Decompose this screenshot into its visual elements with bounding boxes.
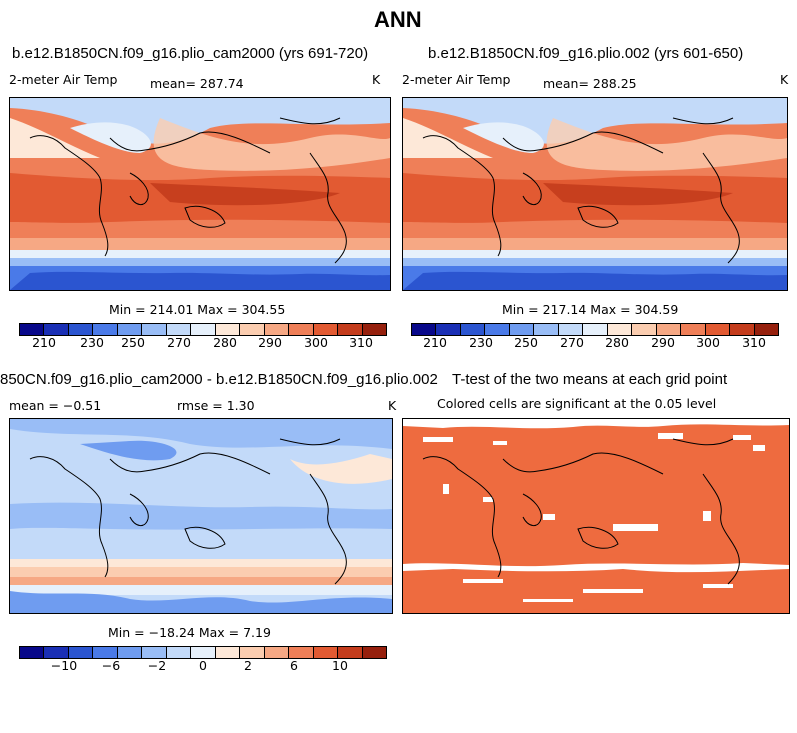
colorbar-tick: 290 xyxy=(258,335,282,350)
colorbar-top-left xyxy=(19,323,387,336)
colorbar-swatch xyxy=(68,324,94,335)
colorbar-swatch xyxy=(730,324,755,335)
colorbar-tick: 0 xyxy=(199,658,207,673)
colorbar-swatch xyxy=(215,647,241,658)
colorbar-swatch xyxy=(681,324,706,335)
colorbar-swatch xyxy=(313,647,339,658)
colorbar-tick: 6 xyxy=(290,658,298,673)
colorbar-tick: 300 xyxy=(304,335,328,350)
colorbar-swatch xyxy=(289,324,314,335)
colorbar-swatch xyxy=(412,324,437,335)
panel-top-right-title: b.e12.B1850CN.f09_g16.plio.002 (yrs 601-… xyxy=(428,45,744,62)
colorbar-swatch xyxy=(93,647,118,658)
panel-bottom-left-units: K xyxy=(388,398,397,413)
panel-bottom-left-rmse: rmse = 1.30 xyxy=(177,398,255,413)
panel-top-left-mean: mean= 287.74 xyxy=(150,76,244,91)
colorbar-tick: 310 xyxy=(349,335,373,350)
colorbar-tick: 280 xyxy=(605,335,629,350)
difference-field-map xyxy=(10,419,392,613)
colorbar-swatch xyxy=(338,324,363,335)
colorbar-swatch xyxy=(166,647,192,658)
panel-top-right-units: K xyxy=(780,72,789,87)
figure-title: ANN xyxy=(374,7,422,32)
panel-top-left-title: b.e12.B1850CN.f09_g16.plio_cam2000 (yrs … xyxy=(12,45,369,62)
colorbar-swatch xyxy=(583,324,608,335)
temperature-field-map xyxy=(403,98,787,290)
colorbar-swatch xyxy=(338,647,363,658)
colorbar-swatch xyxy=(632,324,657,335)
panel-top-right-variable: 2-meter Air Temp xyxy=(402,72,511,87)
colorbar-swatch xyxy=(656,324,682,335)
colorbar-tick: 270 xyxy=(560,335,584,350)
colorbar-swatch xyxy=(534,324,559,335)
colorbar-tick: −2 xyxy=(147,658,167,673)
colorbar-swatch xyxy=(117,647,143,658)
colorbar-tick: 250 xyxy=(514,335,538,350)
colorbar-swatch xyxy=(20,647,45,658)
panel-top-left-units: K xyxy=(372,72,381,87)
colorbar-swatch xyxy=(264,324,290,335)
panel-top-left-minmax: Min = 214.01 Max = 304.55 xyxy=(109,302,286,317)
colorbar-swatch xyxy=(509,324,535,335)
colorbar-swatch xyxy=(215,324,241,335)
colorbar-bottom-left xyxy=(19,646,387,659)
panel-bottom-right-subtitle: Colored cells are significant at the 0.0… xyxy=(437,396,717,411)
ttest-significance-map xyxy=(403,419,789,613)
colorbar-tick: 290 xyxy=(651,335,675,350)
colorbar-tick: 10 xyxy=(332,658,348,673)
colorbar-tick: 230 xyxy=(80,335,104,350)
colorbar-swatch xyxy=(460,324,486,335)
panel-bottom-left-mean: mean = −0.51 xyxy=(9,398,102,413)
colorbar-swatch xyxy=(20,324,45,335)
colorbar-tick: 230 xyxy=(469,335,493,350)
panel-bottom-left-minmax: Min = −18.24 Max = 7.19 xyxy=(108,625,271,640)
colorbar-tick: 2 xyxy=(244,658,252,673)
colorbar-tick: 270 xyxy=(167,335,191,350)
map-top-right xyxy=(402,97,788,291)
colorbar-swatch xyxy=(485,324,510,335)
colorbar-swatch xyxy=(289,647,314,658)
colorbar-swatch xyxy=(558,324,584,335)
panel-bottom-left-title: 850CN.f09_g16.plio_cam2000 - b.e12.B1850… xyxy=(0,371,438,388)
colorbar-swatch xyxy=(142,647,167,658)
colorbar-swatch xyxy=(191,324,216,335)
colorbar-swatch xyxy=(117,324,143,335)
colorbar-tick: 280 xyxy=(213,335,237,350)
colorbar-swatch xyxy=(44,324,69,335)
colorbar-top-right xyxy=(411,323,779,336)
colorbar-swatch xyxy=(362,324,387,335)
colorbar-swatch xyxy=(607,324,633,335)
colorbar-swatch xyxy=(68,647,94,658)
panel-top-right-minmax: Min = 217.14 Max = 304.59 xyxy=(502,302,679,317)
colorbar-swatch xyxy=(705,324,731,335)
colorbar-tick: 210 xyxy=(423,335,447,350)
map-bottom-left xyxy=(9,418,393,614)
panel-top-right-mean: mean= 288.25 xyxy=(543,76,637,91)
map-bottom-right xyxy=(402,418,790,614)
colorbar-swatch xyxy=(142,324,167,335)
temperature-field-map xyxy=(10,98,390,290)
colorbar-swatch xyxy=(166,324,192,335)
map-top-left xyxy=(9,97,391,291)
colorbar-tick: 300 xyxy=(696,335,720,350)
colorbar-tick: 210 xyxy=(32,335,56,350)
colorbar-swatch xyxy=(44,647,69,658)
colorbar-swatch xyxy=(264,647,290,658)
colorbar-swatch xyxy=(313,324,339,335)
colorbar-tick: 310 xyxy=(742,335,766,350)
colorbar-swatch xyxy=(362,647,387,658)
colorbar-tick: 250 xyxy=(121,335,145,350)
panel-bottom-right-title: T-test of the two means at each grid poi… xyxy=(452,371,728,388)
colorbar-swatch xyxy=(754,324,779,335)
colorbar-swatch xyxy=(436,324,461,335)
colorbar-tick: −6 xyxy=(101,658,121,673)
colorbar-tick: −10 xyxy=(50,658,78,673)
panel-top-left-variable: 2-meter Air Temp xyxy=(9,72,118,87)
colorbar-swatch xyxy=(93,324,118,335)
colorbar-swatch xyxy=(191,647,216,658)
colorbar-swatch xyxy=(240,647,265,658)
colorbar-swatch xyxy=(240,324,265,335)
